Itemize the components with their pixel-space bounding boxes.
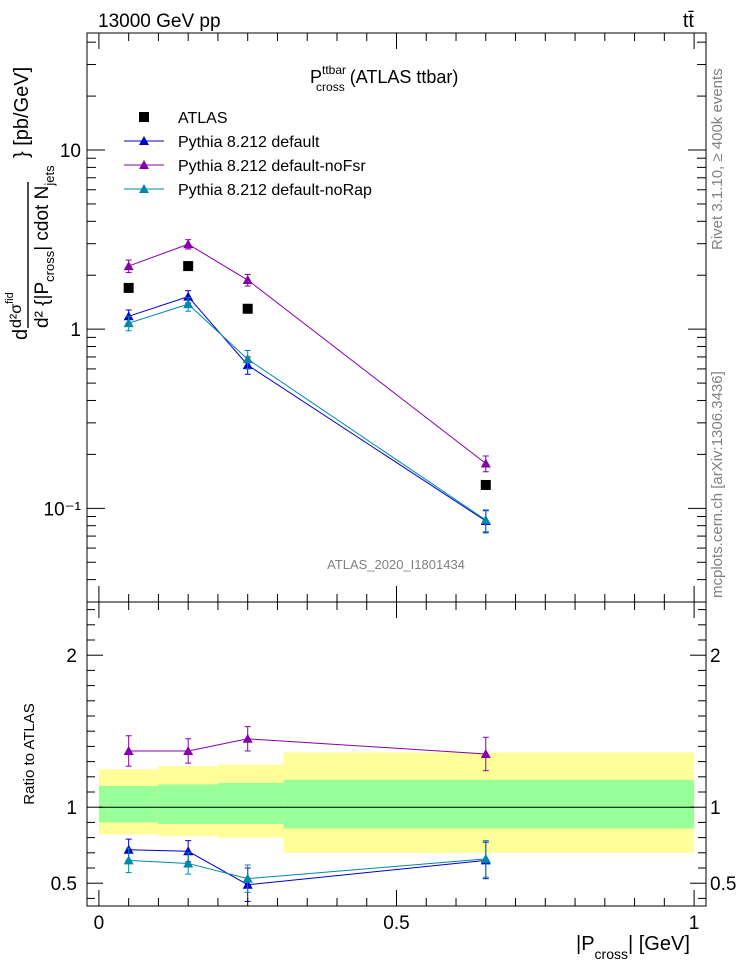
legend-marker — [139, 136, 149, 145]
main-ytick-label: 10⁻¹ — [44, 499, 82, 520]
ylabel-den2-sub: jets — [42, 165, 57, 187]
series-line-pythia-8-212-default-nofsr — [128, 243, 487, 464]
ratio-point-pythia-8-212-default-nofsr — [123, 745, 134, 755]
ylabel-num-text: d²σ — [8, 304, 25, 328]
rivet-label: Rivet 3.1.10, ≥ 400k events — [709, 68, 726, 250]
point-pythia-8-212-default-nofsr — [480, 458, 491, 468]
xlabel-sub: cross — [595, 946, 628, 962]
data-point-atlas — [480, 479, 491, 490]
ratio-ytick-label-left: 0.5 — [51, 874, 77, 895]
ratio-point-pythia-8-212-default-nofsr — [242, 733, 253, 743]
legend-label: ATLAS — [178, 110, 228, 127]
data-point-atlas — [123, 282, 134, 293]
ratio-point-pythia-8-212-default-nofsr — [183, 745, 194, 755]
legend-marker — [139, 184, 149, 193]
ratio-point-pythia-8-212-default-norap — [183, 858, 194, 868]
data-point-atlas — [242, 303, 253, 314]
point-pythia-8-212-default-nofsr — [242, 275, 253, 285]
data-point-atlas — [183, 261, 194, 272]
xlabel-post: | [GeV] — [628, 933, 690, 955]
series-line-pythia-8-212-default-norap — [128, 858, 486, 880]
legend-marker-atlas — [139, 112, 149, 122]
ratio-xlabel: |Pcross| [GeV] — [576, 933, 690, 962]
ratio-point-pythia-8-212-default-norap — [480, 853, 491, 863]
ratio-ylabel: Ratio to ATLAS — [21, 703, 38, 804]
main-ytick-label: 10 — [60, 141, 81, 162]
legend-label: Pythia 8.212 default-noRap — [178, 182, 372, 199]
xlabel-pre: |P — [576, 933, 595, 955]
ratio-ytick-label-right: 0.5 — [710, 874, 736, 895]
ylabel-d: d — [10, 329, 32, 340]
legend-label: Pythia 8.212 default-noFsr — [178, 158, 366, 175]
chart-marks: 10⁻¹ 1 10 0 0.5 1 0.5 0.5 1 1 2 2 ATLAS Pythia 8.212 … — [44, 33, 736, 934]
ylabel-den2: | cdot N — [32, 186, 53, 251]
mcplots-label: mcplots.cern.ch [arXiv:1306.3436] — [709, 371, 726, 598]
title-main: P — [310, 67, 322, 87]
ratio-point-pythia-8-212-default-nofsr — [480, 749, 491, 758]
point-pythia-8-212-default-norap — [480, 515, 491, 525]
series-line-pythia-8-212-default-norap — [128, 303, 487, 521]
ylabel-den: d² {|Pcross| cdot Njets — [32, 165, 57, 328]
legend-marker — [139, 160, 149, 169]
main-ylabel: d d²σfid d² {|Pcross| cdot Njets } [pb/G… — [4, 67, 57, 340]
analysis-label: ATLAS_2020_I1801434 — [327, 557, 465, 572]
point-pythia-8-212-default-norap — [123, 318, 134, 328]
series-line-pythia-8-212-default — [128, 296, 487, 522]
ratio-ytick-label-left: 2 — [66, 646, 77, 667]
ylabel-den1: d² {|P — [32, 282, 53, 328]
ratio-xtick-label: 0.5 — [383, 913, 409, 934]
ratio-point-pythia-8-212-default-norap — [242, 873, 253, 883]
ratio-point-pythia-8-212-default-norap — [123, 855, 134, 865]
ratio-ytick-label-left: 1 — [66, 798, 77, 819]
ratio-uncertainty-band-inner — [98, 785, 159, 823]
main-ytick-label: 1 — [70, 320, 81, 341]
point-pythia-8-212-default-nofsr — [123, 261, 134, 271]
ratio-xtick-label: 0 — [94, 913, 105, 934]
point-pythia-8-212-default — [183, 291, 194, 301]
point-pythia-8-212-default-norap — [242, 354, 253, 364]
ylabel-tail: } [pb/GeV] — [11, 67, 33, 158]
ylabel-num: d²σfid — [4, 292, 25, 328]
title-rest: (ATLAS ttbar) — [345, 67, 459, 87]
ratio-xtick-label: 1 — [689, 913, 700, 934]
process-label: tt̄ — [683, 10, 695, 32]
legend-label: Pythia 8.212 default — [178, 134, 320, 151]
point-pythia-8-212-default-norap — [183, 299, 194, 309]
ratio-ytick-label-right: 2 — [710, 646, 721, 667]
title-sub: cross — [316, 80, 345, 94]
ratio-uncertainty-band-inner — [158, 784, 218, 824]
series-line-pythia-8-212-default-nofsr — [128, 738, 486, 755]
plot-title: Pttbar cross (ATLAS ttbar) — [310, 63, 458, 94]
point-pythia-8-212-default-nofsr — [183, 239, 194, 249]
ratio-uncertainty-band-inner — [283, 779, 695, 829]
energy-label: 13000 GeV pp — [98, 11, 221, 32]
ratio-ytick-label-right: 1 — [710, 798, 721, 819]
ylabel-den1-sub: cross — [42, 250, 57, 282]
title-sup: ttbar — [322, 63, 346, 77]
ratio-uncertainty-band-inner — [217, 782, 284, 824]
ylabel-num-sup: fid — [4, 292, 16, 304]
series-line-pythia-8-212-default — [128, 849, 486, 886]
